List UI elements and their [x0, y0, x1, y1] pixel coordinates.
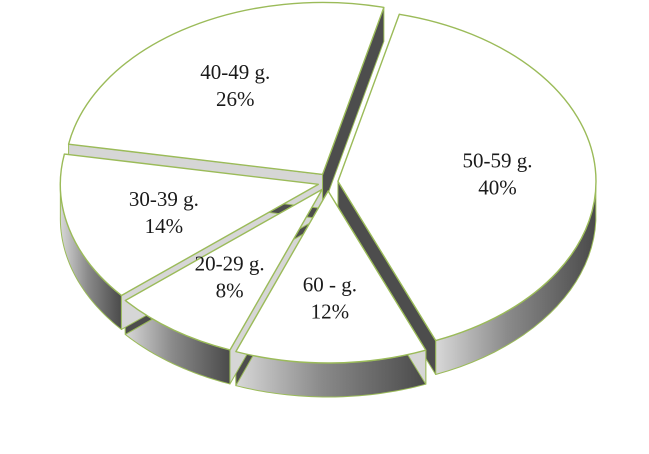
slice-category-label: 30-39 g. — [129, 187, 199, 211]
slice-labels: 50-59 g. 40% 60 - g. 12% 20-29 g. 8% 30-39 g. 1… — [129, 60, 533, 324]
pie-slice-0 — [337, 13, 597, 342]
slice-label-4: 40-49 g. 26% — [200, 60, 270, 111]
slice-label-1: 60 - g. 12% — [303, 273, 357, 324]
slice-category-label: 40-49 g. — [200, 60, 270, 84]
slice-value-label: 12% — [311, 300, 350, 324]
slice-category-label: 50-59 g. — [462, 148, 532, 172]
pie-slice-2 — [124, 188, 323, 351]
pie-slice-1 — [235, 190, 427, 364]
pie-slice-4 — [67, 1, 385, 176]
slice-label-3: 30-39 g. 14% — [129, 187, 199, 238]
slice-category-label: 60 - g. — [303, 273, 357, 297]
pie-slice-3 — [59, 153, 320, 297]
slice-value-label: 40% — [478, 175, 517, 199]
slice-tops — [59, 1, 597, 364]
slice-value-label: 26% — [216, 87, 255, 111]
slice-label-0: 50-59 g. 40% — [462, 148, 532, 199]
slice-value-label: 8% — [216, 278, 244, 302]
slice-category-label: 20-29 g. — [195, 251, 265, 275]
slice-value-label: 14% — [145, 214, 184, 238]
slice-label-2: 20-29 g. 8% — [195, 251, 265, 302]
